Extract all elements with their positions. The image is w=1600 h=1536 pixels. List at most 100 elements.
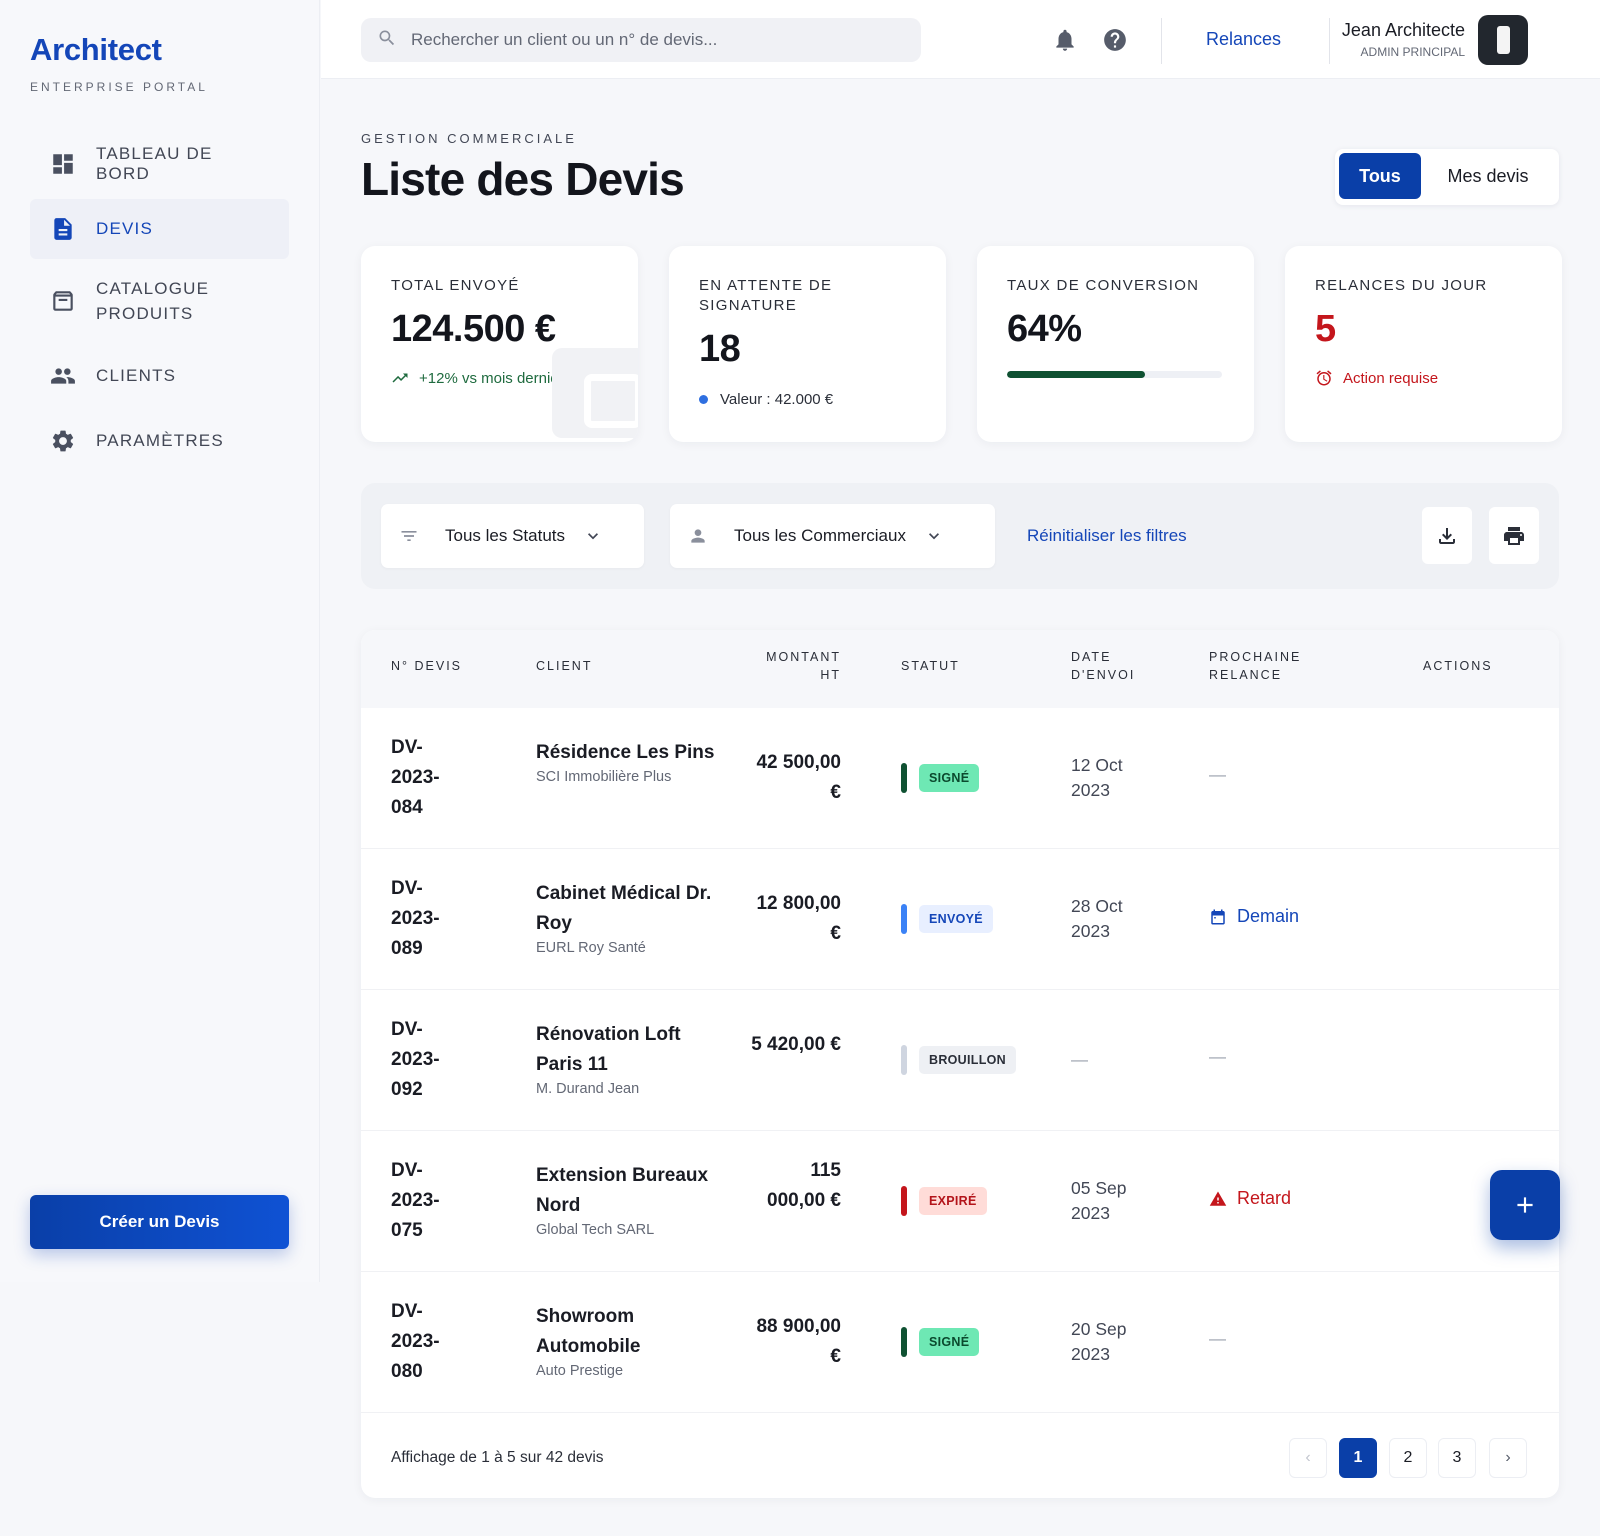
sales-filter-select[interactable]: Tous les Commerciaux bbox=[670, 504, 995, 568]
add-quote-fab[interactable] bbox=[1490, 1170, 1560, 1240]
status-cell: SIGNÉ bbox=[901, 1327, 980, 1357]
pagination-page-2[interactable]: 2 bbox=[1389, 1438, 1427, 1478]
sidebar-item-label: CATALOGUE PRODUITS bbox=[96, 279, 210, 323]
pagination-next-button[interactable]: › bbox=[1489, 1438, 1527, 1478]
status-bar bbox=[901, 1045, 907, 1075]
filter-bar: Tous les Statuts Tous les Commerciaux Ré… bbox=[361, 483, 1559, 589]
archive-icon bbox=[50, 288, 76, 314]
next-reminder-cell: — bbox=[1209, 765, 1226, 785]
sidebar-item-catalogue[interactable]: CATALOGUE PRODUITS bbox=[30, 264, 289, 338]
stat-value: 18 bbox=[699, 328, 741, 370]
quote-number[interactable]: DV-2023-089 bbox=[391, 878, 440, 959]
quote-number[interactable]: DV-2023-092 bbox=[391, 1019, 440, 1100]
stat-label: TAUX DE CONVERSION bbox=[1007, 277, 1200, 294]
brand-name[interactable]: Architect bbox=[30, 32, 162, 67]
quote-number[interactable]: DV-2023-075 bbox=[391, 1160, 440, 1241]
client-name[interactable]: Showroom Automobile bbox=[536, 1306, 641, 1357]
client-cell: Rénovation Loft Paris 11 M. Durand Jean bbox=[536, 1020, 726, 1097]
table-row[interactable]: DV-2023-092 Rénovation Loft Paris 11 M. Du… bbox=[361, 990, 1559, 1131]
client-name[interactable]: Rénovation Loft Paris 11 bbox=[536, 1024, 681, 1075]
stat-note-text: +12% vs mois dernier bbox=[419, 369, 564, 387]
column-header-date[interactable]: DATE D'ENVOI bbox=[1071, 650, 1136, 682]
sidebar-item-clients[interactable]: CLIENTS bbox=[30, 346, 289, 406]
column-header-status[interactable]: STATUT bbox=[901, 659, 960, 673]
status-badge: BROUILLON bbox=[919, 1046, 1016, 1074]
sent-date: 05 Sep 2023 bbox=[1071, 1178, 1127, 1223]
toggle-mine-button[interactable]: Mes devis bbox=[1447, 165, 1529, 186]
stat-label: RELANCES DU JOUR bbox=[1315, 277, 1488, 294]
bell-icon[interactable] bbox=[1052, 27, 1078, 53]
status-dot-icon bbox=[699, 395, 708, 404]
column-header-num[interactable]: N° DEVIS bbox=[391, 659, 463, 673]
status-filter-select[interactable]: Tous les Statuts bbox=[381, 504, 644, 568]
next-reminder: Retard bbox=[1209, 1188, 1291, 1209]
quote-number[interactable]: DV-2023-084 bbox=[391, 737, 440, 818]
avatar[interactable] bbox=[1478, 15, 1528, 65]
relances-link[interactable]: Relances bbox=[1206, 29, 1282, 49]
pagination-page-3[interactable]: 3 bbox=[1438, 1438, 1476, 1478]
pagination-page-1[interactable]: 1 bbox=[1339, 1438, 1377, 1478]
table-row[interactable]: DV-2023-080 Showroom Automobile Auto Prest… bbox=[361, 1272, 1559, 1413]
stat-note: Valeur : 42.000 € bbox=[699, 391, 916, 408]
sales-filter-value: Tous les Commerciaux bbox=[734, 526, 906, 545]
column-header-actions: ACTIONS bbox=[1423, 659, 1493, 673]
amount-ht: 88 900,00 € bbox=[756, 1316, 841, 1367]
filter-icon bbox=[399, 526, 419, 546]
next-reminder-text: Demain bbox=[1237, 906, 1300, 926]
client-name[interactable]: Extension Bureaux Nord bbox=[536, 1165, 709, 1216]
client-company: SCI Immobilière Plus bbox=[536, 769, 672, 785]
wallet-icon bbox=[552, 348, 638, 438]
status-bar bbox=[901, 1327, 907, 1357]
amount-ht: 12 800,00 € bbox=[756, 893, 841, 944]
client-name[interactable]: Résidence Les Pins bbox=[536, 742, 715, 763]
stat-card-conversion: TAUX DE CONVERSION 64% bbox=[977, 246, 1254, 442]
table-footer: Affichage de 1 à 5 sur 42 devis ‹ 1 2 3 … bbox=[361, 1415, 1559, 1498]
status-badge: EXPIRÉ bbox=[919, 1187, 987, 1215]
quote-number[interactable]: DV-2023-080 bbox=[391, 1301, 440, 1382]
status-cell: BROUILLON bbox=[901, 1045, 1016, 1075]
client-name[interactable]: Cabinet Médical Dr. Roy bbox=[536, 883, 712, 934]
next-reminder-cell: — bbox=[1209, 1047, 1226, 1067]
table-row[interactable]: DV-2023-089 Cabinet Médical Dr. Roy EURL R… bbox=[361, 849, 1559, 990]
stat-value: 64% bbox=[1007, 308, 1082, 350]
table-header: N° DEVIS CLIENT MONTANT HT STATUT DATE D… bbox=[361, 630, 1559, 708]
stat-note-text: Valeur : 42.000 € bbox=[720, 391, 834, 408]
stat-card-pending: EN ATTENTE DE SIGNATURE 18 Valeur : 42.0… bbox=[669, 246, 946, 442]
column-header-amount[interactable]: MONTANT HT bbox=[766, 650, 841, 682]
help-icon[interactable] bbox=[1102, 27, 1128, 53]
pagination-prev-button[interactable]: ‹ bbox=[1289, 1438, 1327, 1478]
next-reminder: Demain bbox=[1209, 906, 1299, 927]
reset-filters-link[interactable]: Réinitialiser les filtres bbox=[1027, 526, 1187, 545]
page-kicker: GESTION COMMERCIALE bbox=[361, 131, 577, 146]
print-button[interactable] bbox=[1489, 507, 1539, 564]
status-cell: EXPIRÉ bbox=[901, 1186, 987, 1216]
sidebar-item-dashboard[interactable]: TABLEAU DE BORD bbox=[30, 134, 289, 194]
stat-note: Action requise bbox=[1315, 369, 1532, 387]
header-divider bbox=[1329, 18, 1330, 64]
search-bar[interactable] bbox=[361, 18, 921, 62]
create-quote-button[interactable]: Créer un Devis bbox=[30, 1195, 289, 1249]
column-header-client[interactable]: CLIENT bbox=[536, 659, 593, 673]
sidebar: Architect ENTERPRISE PORTAL TABLEAU DE B… bbox=[0, 0, 320, 1282]
download-button[interactable] bbox=[1422, 507, 1472, 564]
sidebar-item-parametres[interactable]: PARAMÈTRES bbox=[30, 411, 289, 471]
people-icon bbox=[50, 363, 76, 389]
column-header-next[interactable]: PROCHAINE RELANCE bbox=[1209, 650, 1302, 682]
stat-label: TOTAL ENVOYÉ bbox=[391, 277, 520, 294]
table-row[interactable]: DV-2023-075 Extension Bureaux Nord Global … bbox=[361, 1131, 1559, 1272]
sidebar-item-label: CLIENTS bbox=[96, 366, 177, 385]
sidebar-item-label: PARAMÈTRES bbox=[96, 431, 224, 450]
search-input[interactable] bbox=[411, 30, 891, 50]
stat-value: 124.500 € bbox=[391, 308, 556, 350]
brand-subtitle: ENTERPRISE PORTAL bbox=[30, 80, 208, 94]
next-reminder: — bbox=[1209, 1329, 1226, 1348]
table-row[interactable]: DV-2023-084 Résidence Les Pins SCI Immobil… bbox=[361, 708, 1559, 849]
sent-date: 12 Oct 2023 bbox=[1071, 755, 1123, 800]
amount-ht: 42 500,00 € bbox=[756, 752, 841, 803]
sidebar-item-devis[interactable]: DEVIS bbox=[30, 199, 289, 259]
next-reminder-text: Retard bbox=[1237, 1188, 1292, 1208]
brand: Architect ENTERPRISE PORTAL bbox=[30, 32, 208, 94]
client-cell: Extension Bureaux Nord Global Tech SARL bbox=[536, 1161, 726, 1238]
toggle-all-button[interactable]: Tous bbox=[1339, 153, 1421, 199]
sent-date: 20 Sep 2023 bbox=[1071, 1319, 1127, 1364]
